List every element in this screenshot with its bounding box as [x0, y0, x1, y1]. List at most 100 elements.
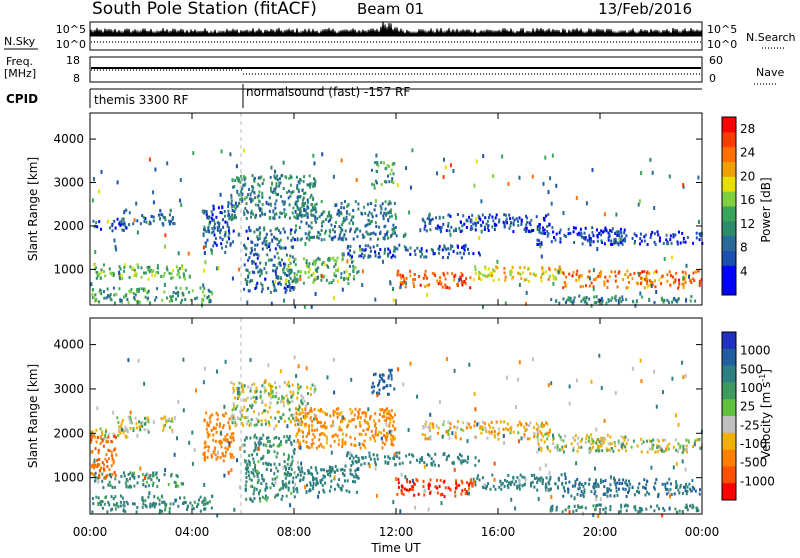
heatmap-cell	[371, 220, 373, 223]
heatmap-cell	[434, 452, 437, 456]
heatmap-cell	[142, 502, 145, 506]
heatmap-cell	[295, 411, 298, 415]
heatmap-cell	[503, 420, 506, 424]
heatmap-cell	[623, 504, 626, 508]
heatmap-cell	[237, 232, 240, 237]
heatmap-cell	[168, 417, 170, 421]
heatmap-cell	[285, 484, 288, 488]
heatmap-cell	[345, 217, 348, 221]
heatmap-cell	[225, 450, 227, 454]
heatmap-cell	[118, 270, 121, 275]
heatmap-cell	[346, 211, 348, 215]
heatmap-cell	[126, 430, 129, 434]
heatmap-cell	[99, 276, 102, 280]
heatmap-cell	[661, 513, 664, 518]
heatmap-cell	[92, 219, 95, 223]
heatmap-cell	[577, 505, 580, 509]
heatmap-cell	[111, 485, 114, 489]
heatmap-cell	[125, 500, 128, 504]
heatmap-cell	[328, 465, 331, 469]
heatmap-cell	[576, 269, 579, 273]
heatmap-cell	[141, 424, 144, 428]
heatmap-cell	[387, 218, 390, 223]
heatmap-cell	[371, 182, 374, 186]
heatmap-cell	[313, 407, 316, 411]
heatmap-cell	[585, 296, 588, 300]
heatmap-cell	[615, 230, 618, 234]
heatmap-cell	[232, 455, 235, 459]
heatmap-cell	[111, 454, 113, 458]
heatmap-cell	[694, 439, 697, 443]
heatmap-cell	[611, 296, 614, 300]
heatmap-cell	[335, 221, 337, 224]
heatmap-cell	[643, 486, 646, 490]
heatmap-cell	[599, 481, 602, 485]
heatmap-cell	[555, 505, 558, 509]
nave-tick-high: 60	[709, 54, 723, 67]
heatmap-cell	[512, 221, 515, 225]
heatmap-cell	[697, 269, 700, 273]
heatmap-cell	[119, 298, 122, 302]
heatmap-cell	[493, 222, 496, 226]
heatmap-cell	[311, 203, 313, 207]
heatmap-cell	[692, 241, 695, 245]
heatmap-cell	[289, 464, 292, 468]
heatmap-cell	[276, 178, 279, 182]
heatmap-cell	[113, 471, 116, 474]
heatmap-cell	[328, 469, 331, 473]
heatmap-cell	[323, 490, 326, 494]
heatmap-cell	[624, 481, 627, 485]
colorbar-swatch	[722, 265, 736, 281]
heatmap-cell	[114, 301, 116, 305]
heatmap-cell	[330, 214, 332, 218]
heatmap-cell	[379, 412, 381, 416]
heatmap-cell	[306, 415, 309, 419]
heatmap-cell	[285, 482, 288, 486]
heatmap-cell	[275, 192, 278, 196]
heatmap-cell	[270, 301, 273, 306]
heatmap-cell	[602, 508, 605, 511]
heatmap-cell	[250, 240, 253, 244]
heatmap-cell	[292, 260, 295, 264]
heatmap-cell	[547, 433, 550, 437]
heatmap-cell	[291, 394, 294, 398]
heatmap-cell	[261, 182, 264, 186]
heatmap-cell	[627, 438, 630, 442]
heatmap-cell	[247, 474, 250, 478]
heatmap-cell	[211, 413, 214, 417]
heatmap-cell	[292, 390, 295, 394]
heatmap-cell	[538, 446, 541, 450]
heatmap-cell	[648, 297, 651, 302]
heatmap-cell	[220, 441, 223, 444]
heatmap-cell	[273, 255, 276, 259]
heatmap-cell	[182, 408, 185, 413]
heatmap-cell	[217, 450, 219, 455]
heatmap-cell	[274, 237, 277, 241]
heatmap-cell	[310, 213, 313, 217]
heatmap-cell	[348, 221, 351, 225]
heatmap-cell	[305, 422, 308, 426]
heatmap-cell	[393, 387, 396, 391]
heatmap-cell	[321, 224, 323, 228]
heatmap-cell	[462, 252, 465, 256]
heatmap-cell	[346, 246, 349, 250]
heatmap-cell	[397, 367, 400, 372]
heatmap-cell	[110, 464, 113, 468]
heatmap-cell	[379, 204, 382, 208]
heatmap-cell	[297, 189, 300, 193]
heatmap-cell	[268, 383, 271, 387]
heatmap-cell	[210, 429, 213, 432]
heatmap-cell	[234, 179, 237, 182]
heatmap-cell	[97, 451, 100, 455]
heatmap-cell	[205, 210, 208, 214]
heatmap-cell	[265, 467, 268, 471]
heatmap-cell	[106, 510, 109, 514]
colorbar-tick-label: 500	[740, 362, 763, 376]
heatmap-cell	[171, 428, 174, 432]
heatmap-cell	[91, 198, 94, 203]
heatmap-cell	[447, 221, 450, 225]
heatmap-cell	[299, 274, 302, 278]
heatmap-cell	[539, 479, 542, 483]
heatmap-cell	[542, 424, 545, 427]
heatmap-cell	[304, 208, 307, 212]
